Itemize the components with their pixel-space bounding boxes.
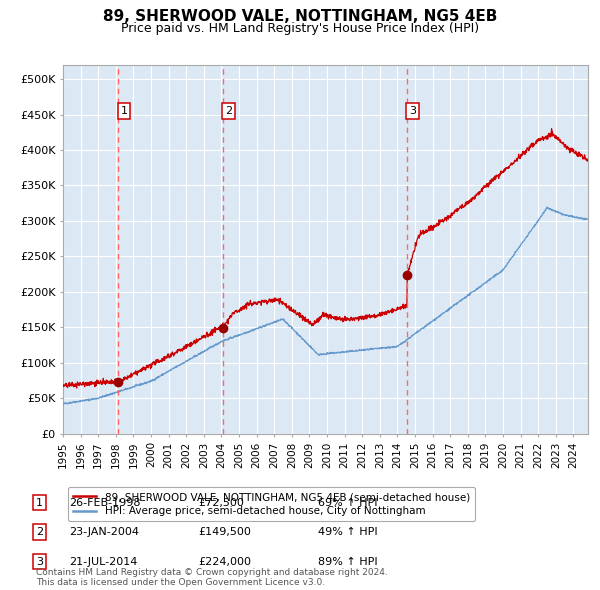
- Text: Price paid vs. HM Land Registry's House Price Index (HPI): Price paid vs. HM Land Registry's House …: [121, 22, 479, 35]
- Text: 23-JAN-2004: 23-JAN-2004: [69, 527, 139, 537]
- Text: 26-FEB-1998: 26-FEB-1998: [69, 498, 140, 507]
- Text: £72,500: £72,500: [198, 498, 244, 507]
- Text: 1: 1: [36, 498, 43, 507]
- Text: 3: 3: [36, 557, 43, 566]
- Text: 2: 2: [225, 106, 232, 116]
- Text: 3: 3: [409, 106, 416, 116]
- Text: 1: 1: [121, 106, 128, 116]
- Text: £149,500: £149,500: [198, 527, 251, 537]
- Text: 89, SHERWOOD VALE, NOTTINGHAM, NG5 4EB: 89, SHERWOOD VALE, NOTTINGHAM, NG5 4EB: [103, 9, 497, 24]
- Text: 49% ↑ HPI: 49% ↑ HPI: [318, 527, 377, 537]
- Text: 89% ↑ HPI: 89% ↑ HPI: [318, 557, 377, 566]
- Text: 69% ↑ HPI: 69% ↑ HPI: [318, 498, 377, 507]
- Text: 21-JUL-2014: 21-JUL-2014: [69, 557, 137, 566]
- Legend: 89, SHERWOOD VALE, NOTTINGHAM, NG5 4EB (semi-detached house), HPI: Average price: 89, SHERWOOD VALE, NOTTINGHAM, NG5 4EB (…: [68, 487, 475, 522]
- Text: 2: 2: [36, 527, 43, 537]
- Text: £224,000: £224,000: [198, 557, 251, 566]
- Text: Contains HM Land Registry data © Crown copyright and database right 2024.
This d: Contains HM Land Registry data © Crown c…: [36, 568, 388, 587]
